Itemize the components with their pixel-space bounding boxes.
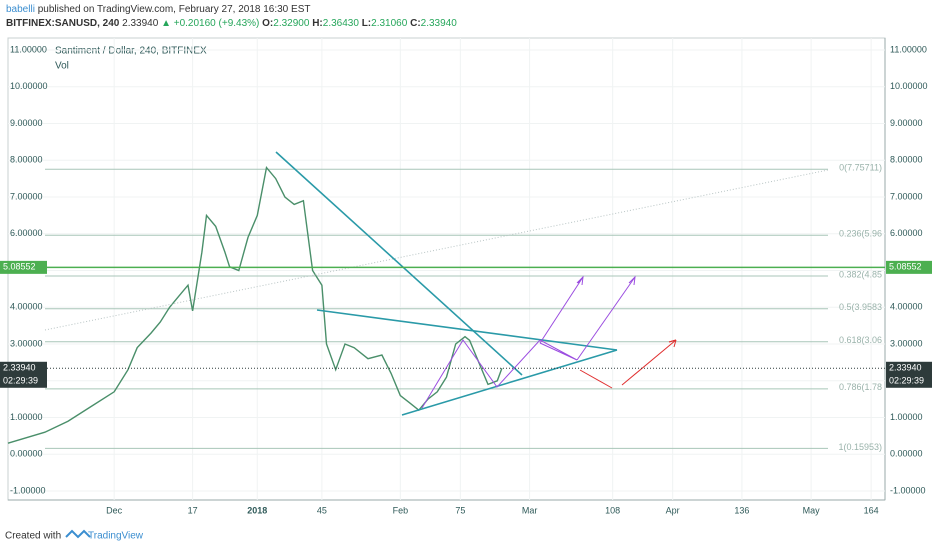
x-tick-label: May	[803, 505, 821, 515]
fib-label: 0(7.75711)	[839, 163, 882, 173]
arrow	[539, 276, 584, 344]
last: 2.33940	[122, 18, 159, 29]
trend-line	[401, 349, 618, 416]
x-tick-label: 108	[605, 505, 620, 515]
footer-brand[interactable]: TradingView	[88, 531, 144, 542]
author[interactable]: babelli	[6, 4, 35, 15]
symbol-line: BITFINEX:SANUSD, 240 2.33940 ▲ +0.20160 …	[6, 18, 457, 29]
l: 2.31060	[371, 18, 408, 29]
arrow-path	[421, 339, 578, 409]
y-tick-label: 1.00000	[10, 412, 43, 422]
price-tag-label: 5.08552	[889, 262, 922, 272]
y-tick-label: -1.00000	[890, 485, 926, 495]
x-tick-label: Apr	[666, 505, 680, 515]
y-tick-label: 9.00000	[890, 118, 923, 128]
y-tick-label: 0.00000	[10, 449, 43, 459]
price-tag	[0, 361, 47, 388]
y-tick-label: 7.00000	[10, 191, 43, 201]
y-tick-label: 7.00000	[890, 191, 923, 201]
drawings	[44, 151, 829, 416]
change: ▲ +0.20160 (+9.43%)	[161, 18, 259, 29]
y-tick-label: 4.00000	[10, 302, 43, 312]
y-tick-label: 11.00000	[10, 44, 47, 54]
c: 2.33940	[421, 18, 458, 29]
price-tag	[0, 260, 47, 274]
arrow-head	[576, 275, 584, 286]
trend-line	[316, 309, 618, 351]
arrow-head	[673, 339, 677, 348]
y-tick-label: 11.00000	[890, 44, 927, 54]
symbol: BITFINEX:SANUSD, 240	[6, 18, 120, 29]
x-tick-label: 45	[317, 505, 327, 515]
o-label: O:	[262, 18, 273, 29]
countdown: 02:29:39	[3, 376, 38, 386]
y-tick-label: 3.00000	[890, 338, 923, 348]
logo	[65, 529, 91, 539]
arrow	[576, 276, 636, 361]
fib-label: 0.382(4.85	[839, 269, 882, 279]
countdown: 02:29:39	[889, 376, 924, 386]
x-tick-label: 75	[455, 505, 465, 515]
y-tick-label: 3.00000	[10, 338, 43, 348]
price-tag	[886, 361, 932, 388]
fib-label: 0.786(1.78	[839, 382, 882, 392]
published: published on TradingView.com, February 2…	[38, 4, 311, 15]
arrow	[579, 369, 613, 389]
y-tick-label: 1.00000	[890, 412, 923, 422]
price-tag	[886, 260, 932, 274]
y-tick-label: 0.00000	[890, 449, 923, 459]
plot-frame	[7, 37, 886, 501]
y-tick-label: 10.00000	[890, 81, 928, 91]
fib-label: 0.618(3.06	[839, 335, 882, 345]
footer-created: Created with	[5, 531, 61, 542]
y-tick-label: 10.00000	[10, 81, 48, 91]
x-tick-label: Dec	[106, 505, 123, 515]
h: 2.36430	[323, 18, 360, 29]
price-line	[7, 166, 503, 444]
fib-label: 0.5(3.9583	[839, 302, 882, 312]
header-line: babelli published on TradingView.com, Fe…	[6, 4, 310, 15]
x-tick-label: 164	[864, 505, 879, 515]
trend-line	[275, 151, 523, 376]
x-tick-label: Feb	[393, 505, 409, 515]
y-tick-label: 4.00000	[890, 302, 923, 312]
y-tick-label: 8.00000	[890, 155, 923, 165]
x-tick-label: 2018	[247, 505, 267, 515]
l-label: L:	[362, 18, 371, 29]
x-tick-label: 17	[188, 505, 198, 515]
chart-title: Santiment / Dollar, 240, BITFINEX	[55, 46, 207, 57]
ray	[44, 169, 829, 331]
arrow-head	[628, 275, 636, 286]
arrow-head	[668, 339, 677, 343]
fib-label: 0.236(5.96	[839, 229, 882, 239]
y-tick-label: 8.00000	[10, 155, 43, 165]
x-tick-label: Mar	[522, 505, 538, 515]
price-tag-label: 5.08552	[3, 262, 36, 272]
y-tick-label: 6.00000	[10, 228, 43, 238]
y-tick-label: -1.00000	[10, 485, 46, 495]
fib-label: 1(0.15953)	[838, 442, 882, 452]
y-tick-label: 9.00000	[10, 118, 43, 128]
price-tag-label: 2.33940	[889, 363, 922, 373]
x-tick-label: 136	[734, 505, 749, 515]
price-tag-label: 2.33940	[3, 363, 36, 373]
header-bg	[0, 0, 932, 32]
y-tick-label: 6.00000	[890, 228, 923, 238]
arrow	[621, 339, 677, 386]
h-label: H:	[312, 18, 323, 29]
c-label: C:	[410, 18, 421, 29]
o: 2.32900	[273, 18, 310, 29]
chart-subtitle: Vol	[55, 61, 69, 72]
